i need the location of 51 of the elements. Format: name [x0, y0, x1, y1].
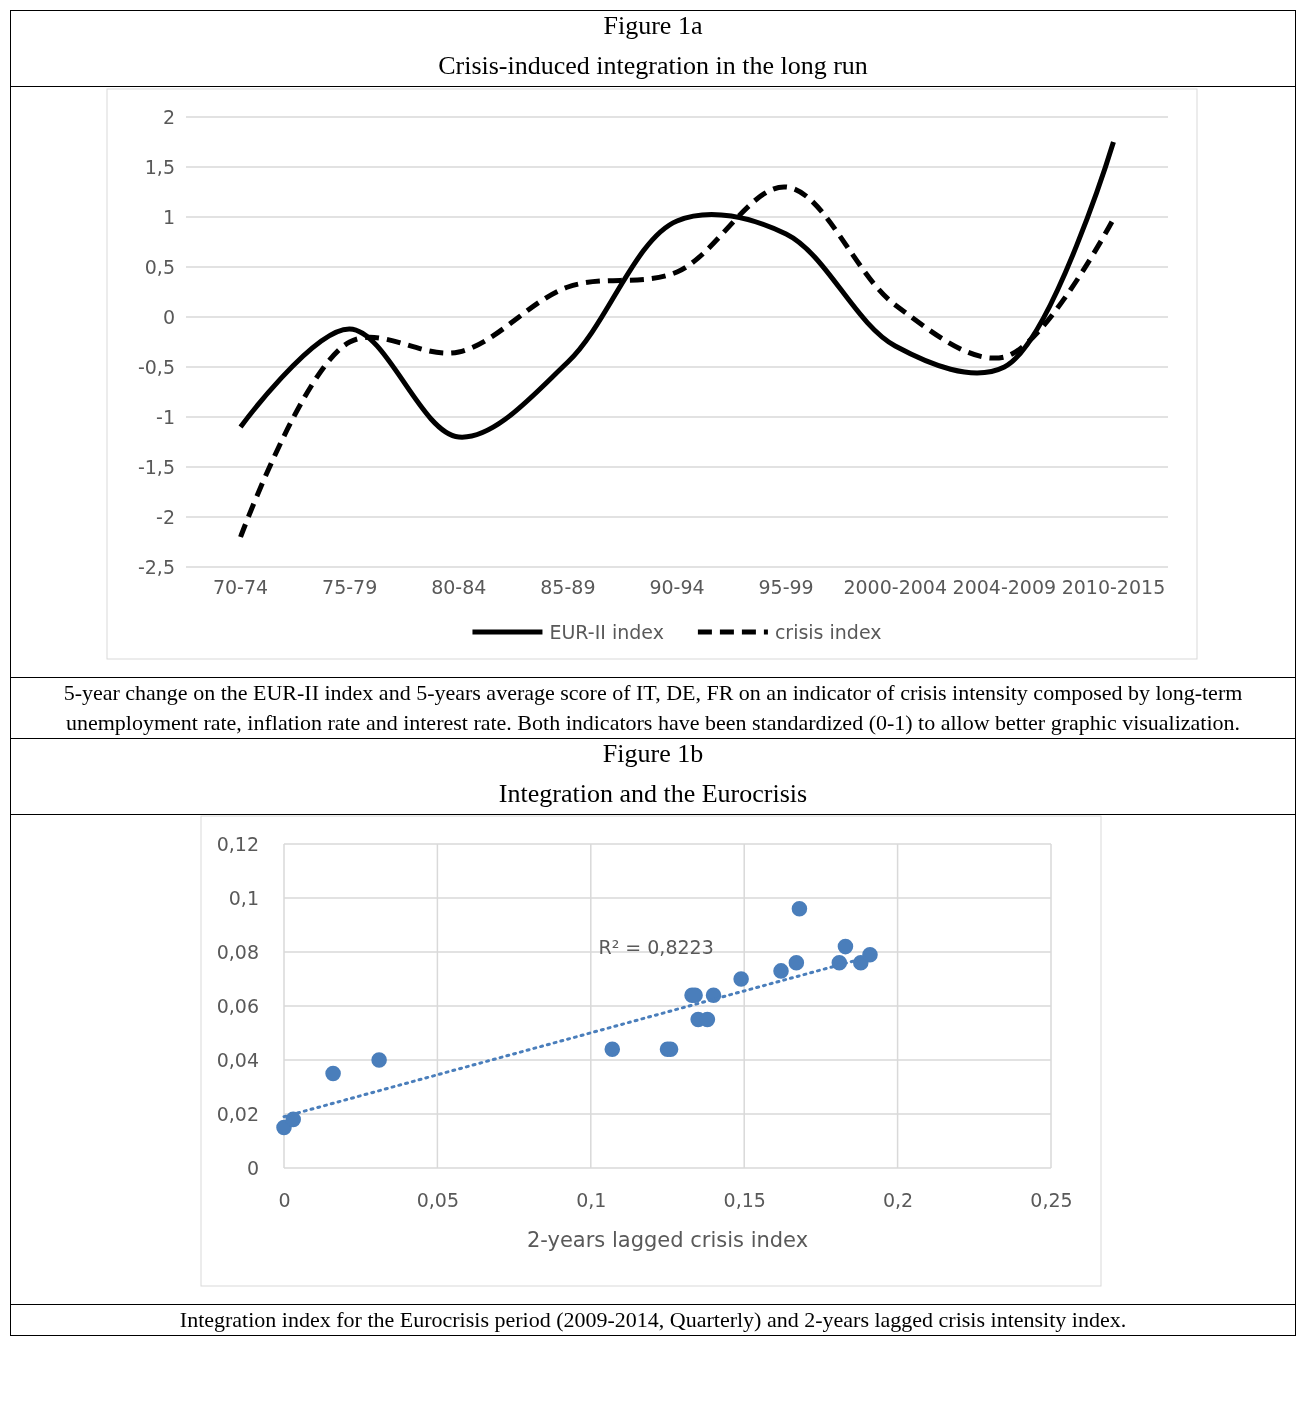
y-tick-label: -1 [156, 405, 175, 428]
text: Integration index for the Eurocrisis period (2009-2014, Quarterly) and 2-years lagged crisis intensity index. [11, 1305, 1295, 1336]
point [788, 955, 805, 971]
y-tick-label: 0,06 [216, 994, 259, 1017]
point [604, 1041, 621, 1057]
x-tick-label: 75-79 [322, 575, 378, 598]
x-tick-label: 0,05 [416, 1188, 460, 1211]
annotation: R² = 0,8223 [598, 936, 714, 958]
x-tick-label: 0 [278, 1188, 291, 1211]
x-tick-label: 70-74 [212, 575, 269, 598]
y-tick-label: 0,5 [144, 255, 175, 278]
chart-subtitle: Crisis-induced integration in the long run [437, 50, 869, 82]
point [325, 1065, 341, 1082]
point [837, 938, 854, 955]
y-tick-label: 0 [246, 1156, 259, 1179]
x-axis-title: 2-years lagged crisis index [526, 1228, 809, 1252]
x-tick-label: 90-94 [649, 575, 705, 598]
y-tick-label: 0 [162, 305, 175, 328]
y-tick-label: -2 [156, 505, 175, 528]
y-tick-label: 0,1 [228, 886, 259, 909]
y-tick-label: -2,5 [137, 555, 175, 578]
legend-label: EUR-II index [549, 621, 664, 643]
x-tick-label: 0,15 [723, 1188, 766, 1211]
legend-label: crisis index [774, 621, 882, 643]
chart-subtitle: Integration and the Eurocrisis [497, 778, 809, 810]
y-tick-label: 0,02 [216, 1102, 259, 1125]
chart-title: Figure 1a [602, 11, 704, 40]
y-tick-label: -0,5 [137, 355, 175, 378]
x-tick-label: 0,25 [1030, 1188, 1073, 1211]
y-tick-label: 0,04 [216, 1048, 259, 1071]
chart-title: Figure 1b [601, 739, 705, 768]
x-tick-label: 80-84 [431, 575, 487, 598]
text: 5-year change on the EUR-II index and 5-years average score of IT, DE, FR on an indicator of crisis intensity composed by long-term unemployment rate, inflation rate and interest rate. Both indicators have been standardized (0-1) to allow better graphic visualization. [11, 678, 1295, 739]
y-tick-label: 0,08 [216, 940, 259, 963]
x-tick-label: 2004-2009 [952, 575, 1057, 598]
x-tick-label: 0,2 [882, 1188, 914, 1211]
y-tick-label: 0,12 [216, 832, 259, 855]
point [791, 901, 808, 917]
point [371, 1052, 387, 1068]
x-tick-label: 2010-2015 [1061, 575, 1166, 598]
x-tick-label: 85-89 [540, 575, 596, 598]
x-tick-label: 2000-2004 [843, 575, 948, 598]
y-tick-label: 1,5 [144, 155, 175, 178]
point [773, 963, 789, 979]
x-tick-label: 0,1 [576, 1188, 607, 1211]
point [733, 971, 749, 987]
x-tick-label: 95-99 [758, 575, 814, 598]
point [862, 946, 878, 963]
y-tick-label: 1 [162, 205, 175, 228]
y-tick-label: -1,5 [137, 455, 175, 478]
y-tick-label: 2 [162, 105, 175, 128]
